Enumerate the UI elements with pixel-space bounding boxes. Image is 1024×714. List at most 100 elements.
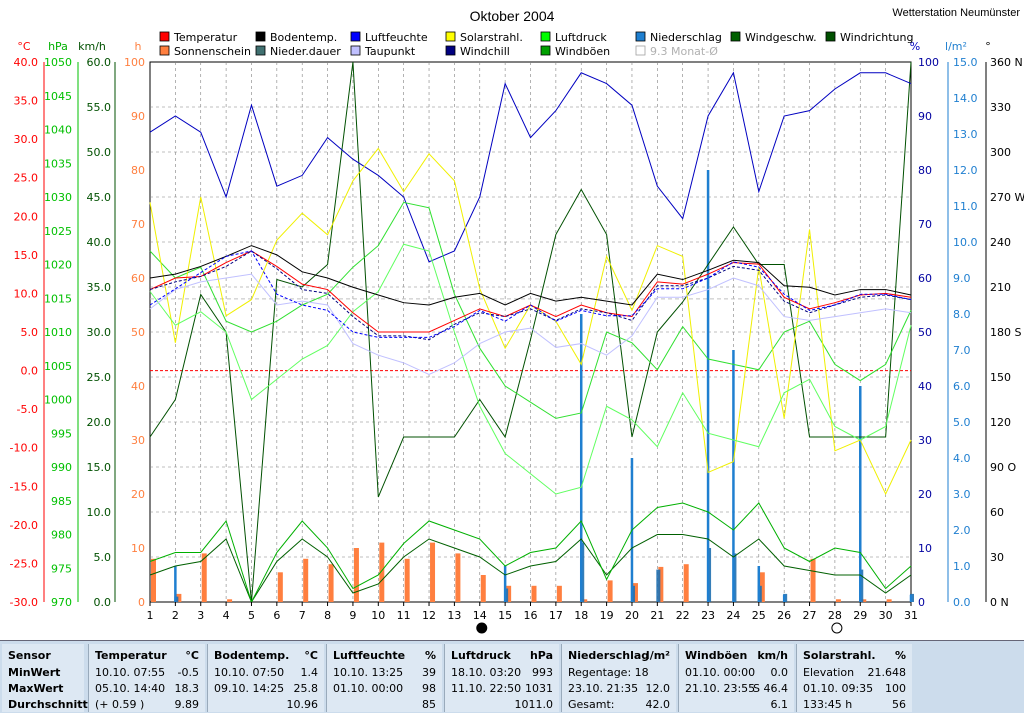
y-tick-label-direction_deg: 210 xyxy=(990,281,1011,294)
series-line-windboeen xyxy=(149,502,912,604)
y-tick-label-temperature_C: -25.0 xyxy=(10,557,38,570)
series-line-windchill xyxy=(149,250,912,341)
y-tick-label-sunshine_h: 90 xyxy=(131,110,145,123)
stats-row: 23.10. 21:35 12.0 xyxy=(568,682,670,698)
y-tick-label-pressure_hPa: 1000 xyxy=(44,394,72,407)
legend-label-luftdruck: Luftdruck xyxy=(555,31,607,44)
stats-box: Solarstrahl.% Elevation 21.648 01.10. 09:35… xyxy=(796,644,912,712)
legend-label-niederdauer: Nieder.dauer xyxy=(270,45,341,58)
stats-box-title: Solarstrahl.% xyxy=(803,649,906,662)
legend-label-windgeschw: Windgeschw. xyxy=(745,31,817,44)
legend-swatch-windchill xyxy=(445,45,456,56)
y-tick-label-pressure_hPa: 1025 xyxy=(44,225,72,238)
y-tick-label-sunshine_h: 70 xyxy=(131,218,145,231)
stats-cell-label: 18.10. 03:20 xyxy=(451,666,522,679)
stats-cell-value: 0.0 xyxy=(770,666,789,679)
y-tick-label-pressure_hPa: 975 xyxy=(51,562,72,575)
stats-cell-label: 10.10. 07:55 xyxy=(95,666,166,679)
stats-box-unit: hPa xyxy=(529,649,553,662)
bar-sonnenschein xyxy=(886,599,892,602)
x-tick-label: 13 xyxy=(447,609,461,622)
bar-sonnenschein xyxy=(861,599,867,602)
legend-label-windrichtung: Windrichtung xyxy=(840,31,913,44)
x-tick-label: 19 xyxy=(600,609,614,622)
y-tick-label-direction_deg: 240 xyxy=(990,236,1011,249)
bar-sonnenschein xyxy=(201,553,207,602)
y-tick-label-temperature_C: 20.0 xyxy=(14,210,39,223)
series-line-luftfeuchte xyxy=(149,250,912,338)
statistics-table: Sensor MinWert MaxWert Durchschnitt Temp… xyxy=(0,640,1024,713)
axis-header-dir: ° xyxy=(985,40,991,53)
stats-cell-value: 1011.0 xyxy=(514,698,554,711)
y-tick-label-wind_kmh: 55.0 xyxy=(87,101,112,114)
stats-box-title: Windböen km/h xyxy=(685,649,788,662)
stats-box-unit: l/m² xyxy=(645,649,670,662)
y-tick-label-direction_deg: 180 S xyxy=(990,326,1021,339)
bar-sonnenschein xyxy=(404,558,410,602)
legend-label-luftfeuchte: Luftfeuchte xyxy=(365,31,428,44)
stats-cell-label: Elevation xyxy=(803,666,855,679)
stats-row-labels: Sensor MinWert MaxWert Durchschnitt xyxy=(2,644,88,714)
x-tick-label: 18 xyxy=(574,609,588,622)
max-label: MaxWert xyxy=(8,682,64,695)
x-tick-label: 26 xyxy=(777,609,791,622)
stats-min-label: MinWert xyxy=(8,666,78,682)
y-tick-label-temperature_C: 30.0 xyxy=(14,133,39,146)
stats-box: Luftfeuchte% 10.10. 13:25 39 01.10. 00:00 98… xyxy=(326,644,442,712)
stats-cell-value: 1031 xyxy=(525,682,553,695)
stats-cell-value: 25.8 xyxy=(293,682,319,695)
legend-swatch-luftdruck xyxy=(540,31,551,42)
y-tick-label-humidity_pct: 80 xyxy=(918,164,932,177)
y-tick-label-temperature_C: -5.0 xyxy=(17,403,38,416)
legend-swatch-sonnenschein xyxy=(159,45,170,56)
stats-avg-label: Durchschnitt xyxy=(8,698,88,714)
bars xyxy=(151,170,914,602)
y-tick-label-direction_deg: 60 xyxy=(990,506,1004,519)
y-tick-label-wind_kmh: 45.0 xyxy=(87,191,112,204)
y-tick-label-temperature_C: -15.0 xyxy=(10,480,38,493)
y-tick-label-wind_kmh: 40.0 xyxy=(87,236,112,249)
stats-row: Regentage: 18 xyxy=(568,666,670,682)
full-moon-icon xyxy=(831,622,843,634)
y-tick-label-temperature_C: -30.0 xyxy=(10,596,38,609)
legend-swatch-solarstrahl xyxy=(445,31,456,42)
stats-row: 85 xyxy=(333,698,436,714)
y-tick-label-sunshine_h: 40 xyxy=(131,380,145,393)
stats-cell-label: 01.10. 09:35 xyxy=(803,682,874,695)
y-tick-label-humidity_pct: 90 xyxy=(918,110,932,123)
stats-row: 09.10. 14:25 25.8 xyxy=(214,682,318,698)
stats-cell-value: S 46.4 xyxy=(753,682,788,695)
stats-cell-value: 18.3 xyxy=(174,682,200,695)
bar-niederdauer xyxy=(656,569,661,602)
stats-box-title: Niederschlag l/m² xyxy=(568,649,670,662)
y-tick-label-rain_lm2: 9.0 xyxy=(953,272,971,285)
bar-sonnenschein xyxy=(328,564,334,602)
stats-cell-value: -0.5 xyxy=(177,666,199,679)
series-line-windgeschw xyxy=(149,534,912,604)
stats-sensor-header: Sensor xyxy=(8,649,51,662)
stats-box: Luftdruck hPa 18.10. 03:20 993 11.10. 22:50 1… xyxy=(444,644,559,712)
y-tick-label-rain_lm2: 15.0 xyxy=(953,56,978,69)
y-tick-label-temperature_C: 25.0 xyxy=(14,172,39,185)
y-tick-label-rain_lm2: 11.0 xyxy=(953,200,978,213)
bar-sonnenschein xyxy=(759,572,765,602)
y-tick-label-pressure_hPa: 1040 xyxy=(44,124,72,137)
y-tick-label-sunshine_h: 100 xyxy=(124,56,145,69)
bar-sonnenschein xyxy=(455,553,461,602)
y-tick-label-direction_deg: 300 xyxy=(990,146,1011,159)
y-tick-label-direction_deg: 0 N xyxy=(990,596,1009,609)
stats-cell-label: 09.10. 14:25 xyxy=(214,682,285,695)
stats-row: 6.1 xyxy=(685,698,789,714)
bar-sonnenschein xyxy=(658,566,664,602)
stats-cell-value: 85 xyxy=(422,698,436,711)
y-tick-label-temperature_C: 5.0 xyxy=(21,326,39,339)
bar-sonnenschein xyxy=(531,585,537,602)
axis-header-temp: °C xyxy=(17,40,31,53)
y-tick-label-rain_lm2: 1.0 xyxy=(953,560,971,573)
bar-sonnenschein xyxy=(480,575,486,602)
y-tick-label-humidity_pct: 100 xyxy=(918,56,939,69)
stats-cell-value: 993 xyxy=(532,666,553,679)
stats-cell-value: 12.0 xyxy=(645,682,671,695)
legend-label-sonnenschein: Sonnenschein xyxy=(174,45,251,58)
legend-label-windchill: Windchill xyxy=(460,45,510,58)
